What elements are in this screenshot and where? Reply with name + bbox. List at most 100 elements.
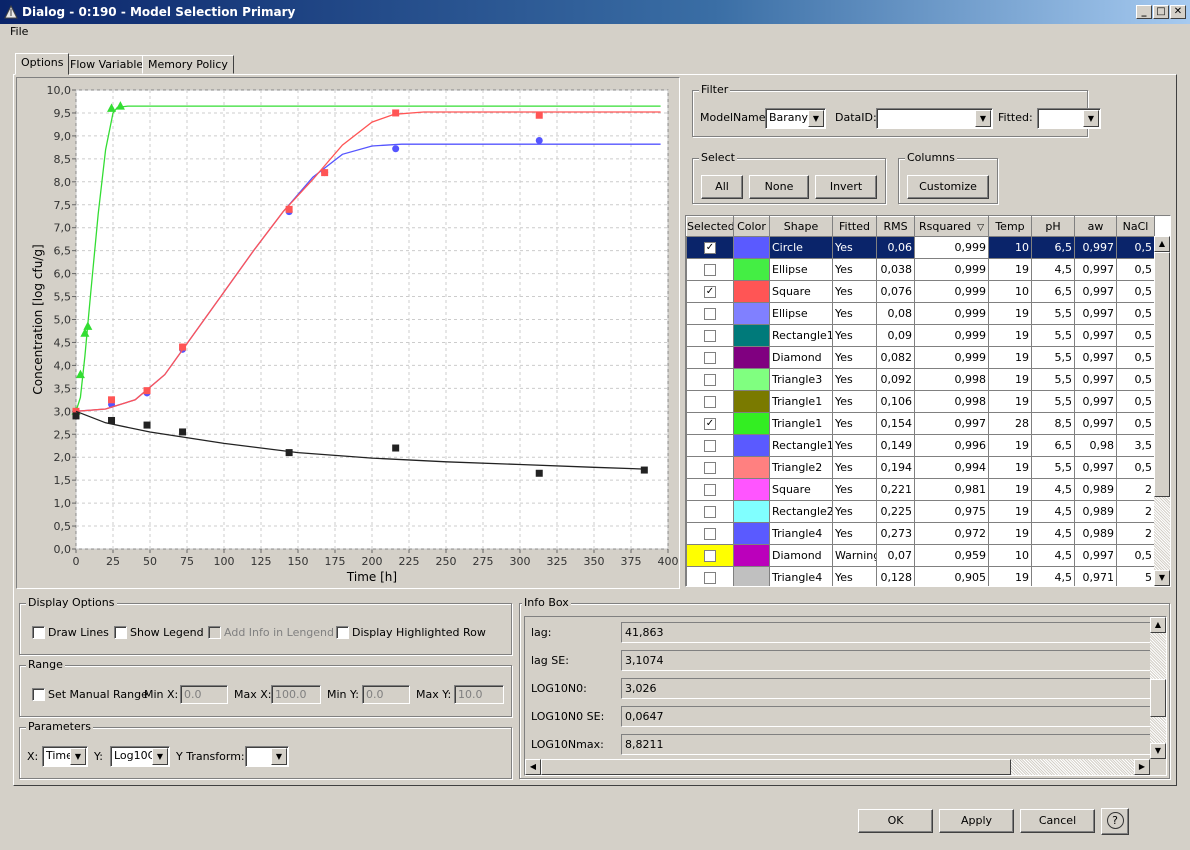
scroll-right-icon[interactable]: ▶ xyxy=(1134,759,1150,775)
max-x-field[interactable]: 100.0 xyxy=(271,685,321,704)
scroll-down-icon[interactable]: ▼ xyxy=(1150,743,1166,759)
selected-cell[interactable] xyxy=(686,566,734,586)
show-legend-checkbox[interactable] xyxy=(114,626,127,639)
selected-cell[interactable]: ✓ xyxy=(686,280,734,303)
column-header-shape[interactable]: Shape xyxy=(769,216,833,237)
row-checkbox[interactable]: ✓ xyxy=(704,286,716,298)
row-checkbox[interactable] xyxy=(704,440,716,452)
table-row[interactable]: Triangle2 Yes 0,194 0,994 19 5,5 0,997 0,5 xyxy=(686,456,1155,479)
table-row[interactable]: ✓ Circle Yes 0,06 0,999 10 6,5 0,997 0,5 xyxy=(686,236,1155,259)
row-checkbox[interactable] xyxy=(704,396,716,408)
add-info-label: Add Info in Lengend xyxy=(224,626,335,639)
selected-cell[interactable] xyxy=(686,456,734,479)
min-y-field[interactable]: 0.0 xyxy=(362,685,410,704)
max-y-field[interactable]: 10.0 xyxy=(454,685,504,704)
tab-options[interactable]: Options xyxy=(15,53,70,75)
column-header-color[interactable]: Color xyxy=(733,216,770,237)
row-checkbox[interactable] xyxy=(704,308,716,320)
selected-cell[interactable] xyxy=(686,500,734,523)
ok-button[interactable]: OK xyxy=(858,809,933,833)
row-checkbox[interactable]: ✓ xyxy=(704,418,716,430)
fitted-combo[interactable]: ▼ xyxy=(1037,108,1101,129)
selected-cell[interactable]: ✓ xyxy=(686,236,734,259)
min-x-field[interactable]: 0.0 xyxy=(180,685,228,704)
selected-cell[interactable] xyxy=(686,478,734,501)
column-header-nacl[interactable]: NaCl xyxy=(1116,216,1155,237)
cancel-button[interactable]: Cancel xyxy=(1020,809,1095,833)
table-vertical-scrollbar[interactable]: ▲ ▼ xyxy=(1154,236,1170,586)
table-row[interactable]: Triangle4 Yes 0,128 0,905 19 4,5 0,971 5 xyxy=(686,566,1155,586)
invert-button[interactable]: Invert xyxy=(815,175,877,199)
temp-cell: 19 xyxy=(988,566,1032,586)
y-transform-combo[interactable]: ▼ xyxy=(245,746,289,767)
table-row[interactable]: Triangle1 Yes 0,106 0,998 19 5,5 0,997 0,5 xyxy=(686,390,1155,413)
selected-cell[interactable] xyxy=(686,302,734,325)
close-button[interactable]: ✕ xyxy=(1170,5,1186,19)
set-manual-range-checkbox[interactable] xyxy=(32,688,45,701)
table-row[interactable]: Square Yes 0,221 0,981 19 4,5 0,989 2 xyxy=(686,478,1155,501)
scroll-up-icon[interactable]: ▲ xyxy=(1154,236,1170,252)
column-header-selected[interactable]: Selected xyxy=(686,216,734,237)
selected-cell[interactable] xyxy=(686,258,734,281)
selected-cell[interactable] xyxy=(686,324,734,347)
row-checkbox[interactable] xyxy=(704,462,716,474)
scroll-left-icon[interactable]: ◀ xyxy=(525,759,541,775)
column-header-fitted[interactable]: Fitted xyxy=(832,216,877,237)
scroll-down-icon[interactable]: ▼ xyxy=(1154,570,1170,586)
scroll-up-icon[interactable]: ▲ xyxy=(1150,617,1166,633)
table-row[interactable]: ✓ Square Yes 0,076 0,999 10 6,5 0,997 0,5 xyxy=(686,280,1155,303)
column-header-rsquared[interactable]: Rsquared ▽ xyxy=(914,216,989,237)
selected-cell[interactable] xyxy=(686,434,734,457)
table-row[interactable]: ✓ Triangle1 Yes 0,154 0,997 28 8,5 0,997 0,5 xyxy=(686,412,1155,435)
maximize-button[interactable]: □ xyxy=(1153,5,1169,19)
x-param-combo[interactable]: Time ▼ xyxy=(42,746,88,767)
row-checkbox[interactable] xyxy=(704,484,716,496)
column-header-aw[interactable]: aw xyxy=(1074,216,1117,237)
column-header-temp[interactable]: Temp xyxy=(988,216,1032,237)
selected-cell[interactable] xyxy=(686,390,734,413)
table-row[interactable]: Rectangle2 Yes 0,225 0,975 19 4,5 0,989 2 xyxy=(686,500,1155,523)
y-param-combo[interactable]: Log10C ▼ xyxy=(110,746,170,767)
table-row[interactable]: Rectangle1 Yes 0,149 0,996 19 6,5 0,98 3,5 xyxy=(686,434,1155,457)
row-checkbox[interactable] xyxy=(704,572,716,584)
table-row[interactable]: Diamond Yes 0,082 0,999 19 5,5 0,997 0,5 xyxy=(686,346,1155,369)
table-row[interactable]: Diamond Warning 0,07 0,959 10 4,5 0,997 0,5 xyxy=(686,544,1155,567)
row-checkbox[interactable] xyxy=(704,374,716,386)
row-checkbox[interactable] xyxy=(704,550,716,562)
help-button[interactable]: ? xyxy=(1101,808,1129,835)
tab-memory-policy[interactable]: Memory Policy xyxy=(142,55,234,74)
table-row[interactable]: Triangle4 Yes 0,273 0,972 19 4,5 0,989 2 xyxy=(686,522,1155,545)
column-header-rms[interactable]: RMS xyxy=(876,216,915,237)
display-highlighted-checkbox[interactable] xyxy=(336,626,349,639)
info-horizontal-scrollbar[interactable]: ◀ ▶ xyxy=(525,759,1150,775)
dataid-combo[interactable]: ▼ xyxy=(876,108,993,129)
selected-cell[interactable] xyxy=(686,522,734,545)
minimize-button[interactable]: _ xyxy=(1136,5,1152,19)
draw-lines-checkbox[interactable] xyxy=(32,626,45,639)
table-row[interactable]: Ellipse Yes 0,038 0,999 19 4,5 0,997 0,5 xyxy=(686,258,1155,281)
column-header-ph[interactable]: pH xyxy=(1031,216,1075,237)
table-row[interactable]: Triangle3 Yes 0,092 0,998 19 5,5 0,997 0,5 xyxy=(686,368,1155,391)
selected-cell[interactable]: ✓ xyxy=(686,412,734,435)
scroll-thumb[interactable] xyxy=(1150,679,1166,717)
row-checkbox[interactable] xyxy=(704,330,716,342)
select-all-button[interactable]: All xyxy=(701,175,743,199)
row-checkbox[interactable]: ✓ xyxy=(704,242,716,254)
row-checkbox[interactable] xyxy=(704,352,716,364)
row-checkbox[interactable] xyxy=(704,264,716,276)
selected-cell[interactable] xyxy=(686,346,734,369)
menu-file[interactable]: File xyxy=(10,25,29,38)
row-checkbox[interactable] xyxy=(704,528,716,540)
apply-button[interactable]: Apply xyxy=(939,809,1014,833)
scroll-thumb[interactable] xyxy=(1154,252,1170,497)
table-row[interactable]: Ellipse Yes 0,08 0,999 19 5,5 0,997 0,5 xyxy=(686,302,1155,325)
table-row[interactable]: Rectangle1 Yes 0,09 0,999 19 5,5 0,997 0,5 xyxy=(686,324,1155,347)
customize-button[interactable]: Customize xyxy=(907,175,989,199)
info-vertical-scrollbar[interactable]: ▲ ▼ xyxy=(1150,617,1166,759)
model-name-combo[interactable]: Baranyi ▼ xyxy=(765,108,826,129)
select-none-button[interactable]: None xyxy=(749,175,809,199)
selected-cell[interactable] xyxy=(686,544,734,567)
scroll-thumb[interactable] xyxy=(541,759,1011,775)
row-checkbox[interactable] xyxy=(704,506,716,518)
selected-cell[interactable] xyxy=(686,368,734,391)
